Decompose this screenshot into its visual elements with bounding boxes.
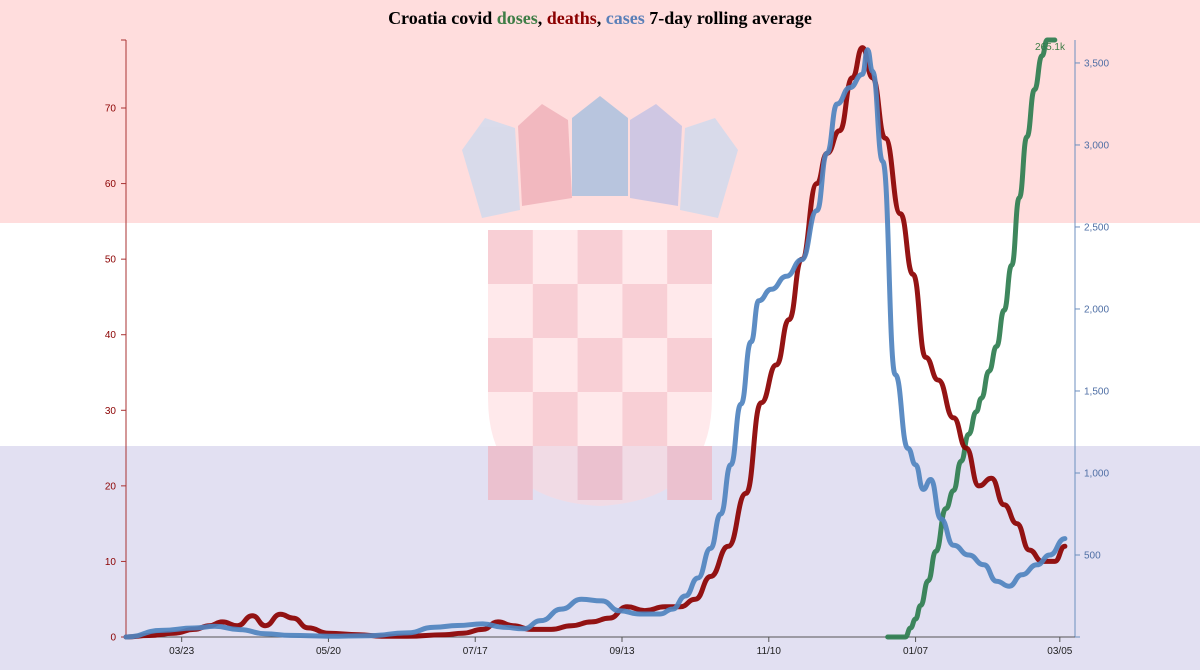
shield-checkers [488, 230, 712, 500]
left-tick-label: 50 [105, 255, 117, 266]
x-tick-label: 09/13 [609, 646, 634, 657]
right-tick-label: 2,000 [1084, 304, 1109, 315]
title-cases: cases [605, 8, 645, 28]
checker-square [622, 392, 668, 446]
left-tick-label: 70 [105, 104, 117, 115]
chart-title: Croatia covid doses, deaths, cases 7-day… [0, 8, 1200, 29]
x-tick-label: 03/05 [1047, 646, 1072, 657]
crown-shield-4 [630, 104, 682, 206]
doses-tick-label: 265.1k [1035, 42, 1066, 53]
checker-square [577, 338, 623, 392]
checker-square [577, 230, 623, 284]
crown-shield-5 [680, 118, 738, 218]
series-line-doses [885, 37, 1058, 640]
crown-shield-3 [572, 96, 628, 196]
right-tick-label: 500 [1084, 550, 1101, 561]
left-tick-label: 10 [105, 557, 117, 568]
right-tick-label: 1,000 [1084, 468, 1109, 479]
coat-of-arms-emblem [462, 96, 738, 506]
checker-square [667, 338, 712, 392]
checker-square [488, 446, 533, 500]
crown-shield-2 [518, 104, 572, 206]
right-tick-label: 1,500 [1084, 386, 1109, 397]
title-prefix: Croatia covid [388, 8, 493, 28]
title-sep-1: , [537, 8, 543, 28]
checker-square [667, 446, 712, 500]
x-tick-label: 03/23 [169, 646, 194, 657]
left-tick-label: 0 [110, 633, 116, 644]
right-tick-label: 3,500 [1084, 58, 1109, 69]
series-line-cases [123, 47, 1068, 640]
x-tick-label: 05/20 [316, 646, 341, 657]
checker-square [488, 230, 533, 284]
left-tick-label: 30 [105, 406, 117, 417]
checker-square [622, 284, 668, 338]
series-line-deaths [123, 45, 1068, 640]
x-tick-label: 01/07 [903, 646, 928, 657]
x-tick-label: 11/10 [757, 646, 782, 657]
left-tick-label: 20 [105, 481, 117, 492]
title-sep-2: , [596, 8, 602, 28]
checker-square [488, 338, 533, 392]
title-doses: doses [496, 8, 538, 28]
right-tick-label: 3,000 [1084, 140, 1109, 151]
checker-square [532, 392, 578, 446]
left-tick-label: 40 [105, 330, 117, 341]
x-tick-label: 07/17 [463, 646, 488, 657]
checker-square [532, 284, 578, 338]
title-suffix: 7-day rolling average [649, 8, 812, 28]
checker-square [667, 230, 712, 284]
title-deaths: deaths [546, 8, 597, 28]
crown-shield-1 [462, 118, 520, 218]
series-group [123, 37, 1068, 640]
checker-square [577, 446, 623, 500]
left-tick-label: 60 [105, 179, 117, 190]
right-tick-label: 2,500 [1084, 222, 1109, 233]
